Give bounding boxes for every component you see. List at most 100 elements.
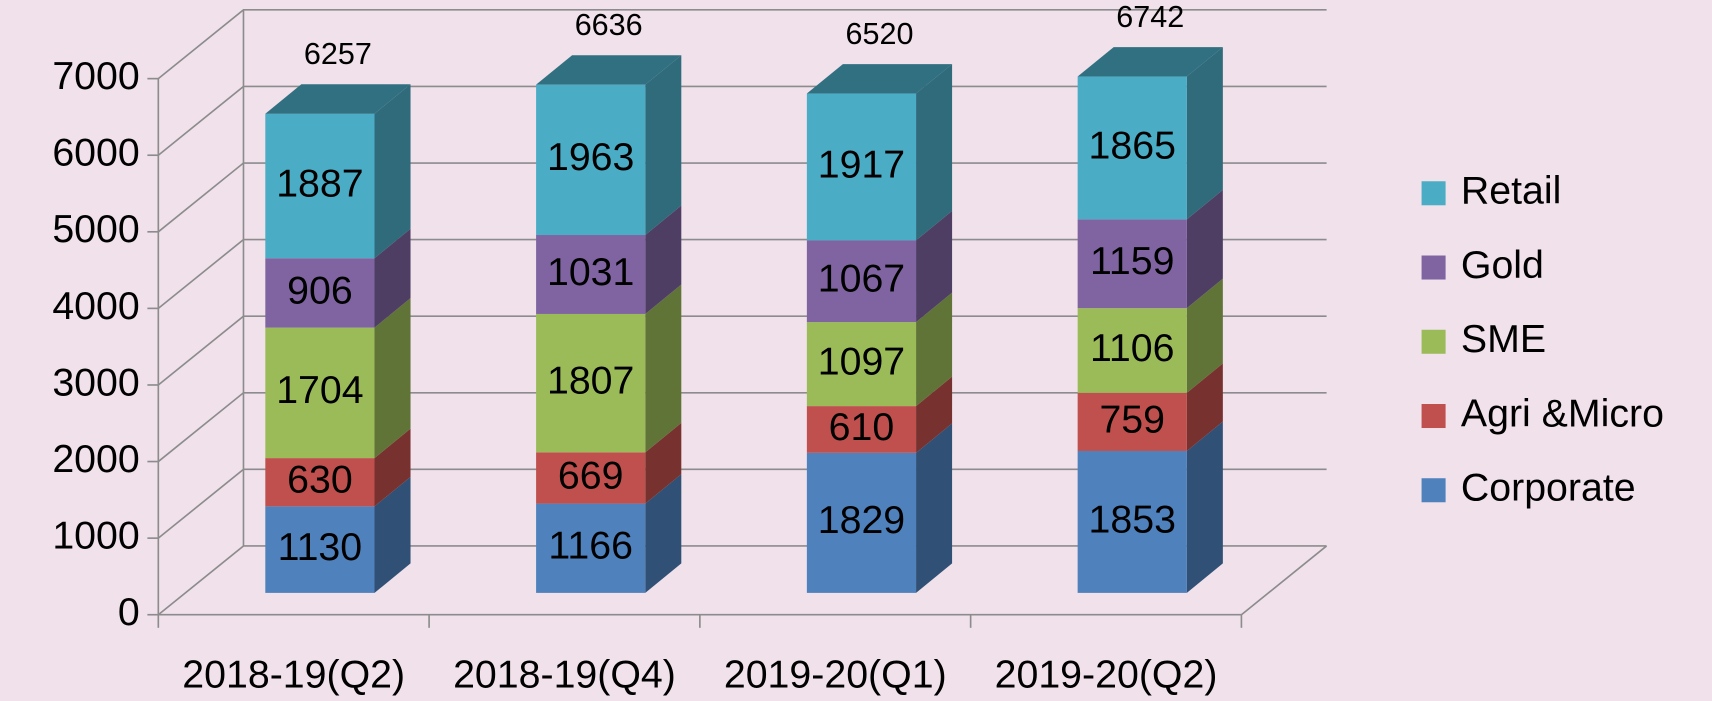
y-tick-label: 3000 xyxy=(52,360,139,404)
bar-side xyxy=(374,298,411,459)
legend-swatch xyxy=(1421,404,1446,429)
value-label: 1130 xyxy=(278,525,363,569)
bar-side xyxy=(1186,363,1223,451)
y-tick-label: 2000 xyxy=(52,437,139,481)
y-tick-label: 6000 xyxy=(52,131,139,175)
total-label: 6520 xyxy=(845,17,913,51)
value-label: 1166 xyxy=(548,524,633,568)
x-tick-label: 2019-20(Q2) xyxy=(995,652,1218,696)
bar-side xyxy=(645,422,682,504)
x-tick-label: 2018-19(Q2) xyxy=(182,652,405,696)
bar xyxy=(536,452,646,504)
total-label: 6257 xyxy=(304,37,372,71)
legend-swatch xyxy=(1421,181,1446,206)
bar xyxy=(1077,392,1187,451)
value-label: 906 xyxy=(287,268,353,312)
value-label: 610 xyxy=(829,405,895,449)
value-label: 1917 xyxy=(818,142,905,186)
legend-label: Agri &Micro xyxy=(1461,391,1664,435)
bar xyxy=(806,322,917,407)
bar xyxy=(1077,76,1187,220)
bar-side xyxy=(916,292,953,407)
bar xyxy=(1077,308,1187,393)
bar xyxy=(1077,219,1187,309)
bar-side xyxy=(645,55,682,236)
bar-side xyxy=(1186,421,1223,593)
bar-top xyxy=(806,64,953,94)
y-tick-label: 4000 xyxy=(52,284,139,328)
grid-line xyxy=(157,468,1327,539)
bar xyxy=(265,506,375,593)
bar-side xyxy=(374,228,411,328)
floor-edge xyxy=(1240,545,1328,616)
y-tick-label: 0 xyxy=(118,590,140,634)
y-tick-label: 1000 xyxy=(52,514,139,558)
total-label: 6636 xyxy=(575,8,643,42)
grid-line xyxy=(157,545,1327,616)
value-label: 669 xyxy=(558,453,624,497)
bar-side xyxy=(1186,278,1223,393)
bar-side xyxy=(374,476,411,593)
bar-side xyxy=(374,428,411,507)
y-tick-label: 7000 xyxy=(52,54,139,98)
bar-side xyxy=(916,64,953,241)
bar-top xyxy=(1077,47,1223,77)
bar-side xyxy=(374,84,411,259)
bar xyxy=(265,258,375,328)
value-label: 1106 xyxy=(1090,326,1175,370)
bar xyxy=(536,503,646,593)
x-tick-label: 2018-19(Q4) xyxy=(453,652,676,696)
grid-line xyxy=(157,9,1327,80)
grid-line xyxy=(157,85,1327,156)
value-label: 1159 xyxy=(1090,239,1175,283)
grid-line xyxy=(157,238,1327,310)
legend-swatch xyxy=(1421,329,1446,354)
value-label: 630 xyxy=(287,458,353,502)
value-label: 1829 xyxy=(818,498,905,542)
grid-line xyxy=(157,391,1327,463)
bar xyxy=(806,93,917,241)
value-label: 1704 xyxy=(276,368,363,412)
bar-top xyxy=(265,84,411,114)
bar xyxy=(265,327,375,459)
y-tick-label: 5000 xyxy=(52,207,139,251)
total-label: 6742 xyxy=(1116,0,1184,34)
bar xyxy=(806,406,917,453)
legend-label: Gold xyxy=(1461,243,1544,287)
bar-side xyxy=(1186,189,1223,309)
bar-side xyxy=(1186,47,1223,220)
legend-swatch xyxy=(1421,478,1446,503)
bar-side xyxy=(916,376,953,453)
bar xyxy=(1077,450,1187,593)
bar xyxy=(265,113,375,259)
value-label: 1865 xyxy=(1089,123,1176,167)
bar-side xyxy=(916,210,953,323)
legend-label: SME xyxy=(1461,317,1546,361)
bar-side xyxy=(645,284,682,453)
value-label: 1807 xyxy=(547,359,634,403)
bar-side xyxy=(645,205,682,314)
legend-swatch xyxy=(1421,255,1446,280)
x-tick-label: 2019-20(Q1) xyxy=(724,652,947,696)
bar xyxy=(536,235,646,314)
bar xyxy=(806,240,917,323)
bar xyxy=(536,313,646,453)
bar xyxy=(265,458,375,507)
value-label: 1097 xyxy=(818,339,905,383)
value-label: 1887 xyxy=(276,161,363,205)
value-label: 1031 xyxy=(547,250,634,294)
bar xyxy=(536,84,646,236)
bar xyxy=(806,452,917,593)
bar-side xyxy=(645,474,682,593)
value-label: 759 xyxy=(1099,397,1165,441)
value-label: 1067 xyxy=(818,257,905,301)
value-label: 1853 xyxy=(1089,497,1176,541)
bar-top xyxy=(536,55,682,85)
grid-line xyxy=(157,315,1327,386)
legend-label: Retail xyxy=(1461,169,1561,213)
bar-side xyxy=(916,423,953,593)
value-label: 1963 xyxy=(547,135,634,179)
grid-line xyxy=(157,162,1327,233)
